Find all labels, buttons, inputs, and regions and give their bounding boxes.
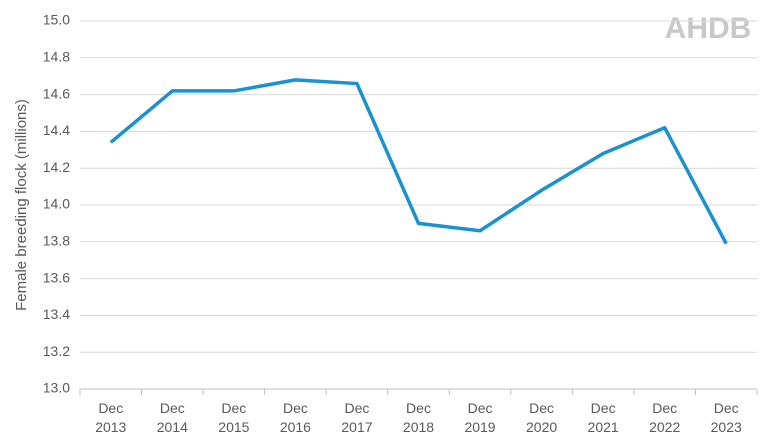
y-tick-label: 13.0	[43, 380, 70, 396]
x-tick-label: Dec 2023	[710, 400, 742, 435]
y-tick-label: 14.4	[43, 122, 70, 138]
y-tick-label: 15.0	[43, 12, 70, 28]
x-tick-label: Dec 2019	[464, 400, 496, 435]
y-tick-label: 14.6	[43, 85, 70, 101]
data-line	[109, 78, 728, 245]
x-tick-label: Dec 2015	[218, 400, 250, 435]
x-tick-label: Dec 2020	[526, 400, 558, 435]
x-tick-label: Dec 2021	[587, 400, 619, 435]
y-tick-label: 13.4	[43, 306, 70, 322]
y-tick-label: 13.2	[43, 343, 70, 359]
x-tick-label: Dec 2018	[402, 400, 435, 435]
x-tick-label: Dec 2022	[649, 400, 681, 435]
x-tick-label: Dec 2013	[95, 400, 127, 435]
y-tick-label: 13.8	[43, 233, 70, 249]
y-tick-label: 14.8	[43, 49, 70, 65]
x-tick-label: Dec 2017	[341, 400, 373, 435]
x-tick-label: Dec 2014	[156, 400, 188, 435]
y-tick-label: 13.6	[43, 269, 70, 285]
y-tick-label: 14.0	[43, 196, 70, 212]
y-axis-label: Female breeding flock (millions)	[13, 99, 30, 311]
y-tick-label: 14.2	[43, 159, 70, 175]
x-tick-label: Dec 2016	[279, 400, 311, 435]
logo: AHDB	[665, 12, 752, 45]
